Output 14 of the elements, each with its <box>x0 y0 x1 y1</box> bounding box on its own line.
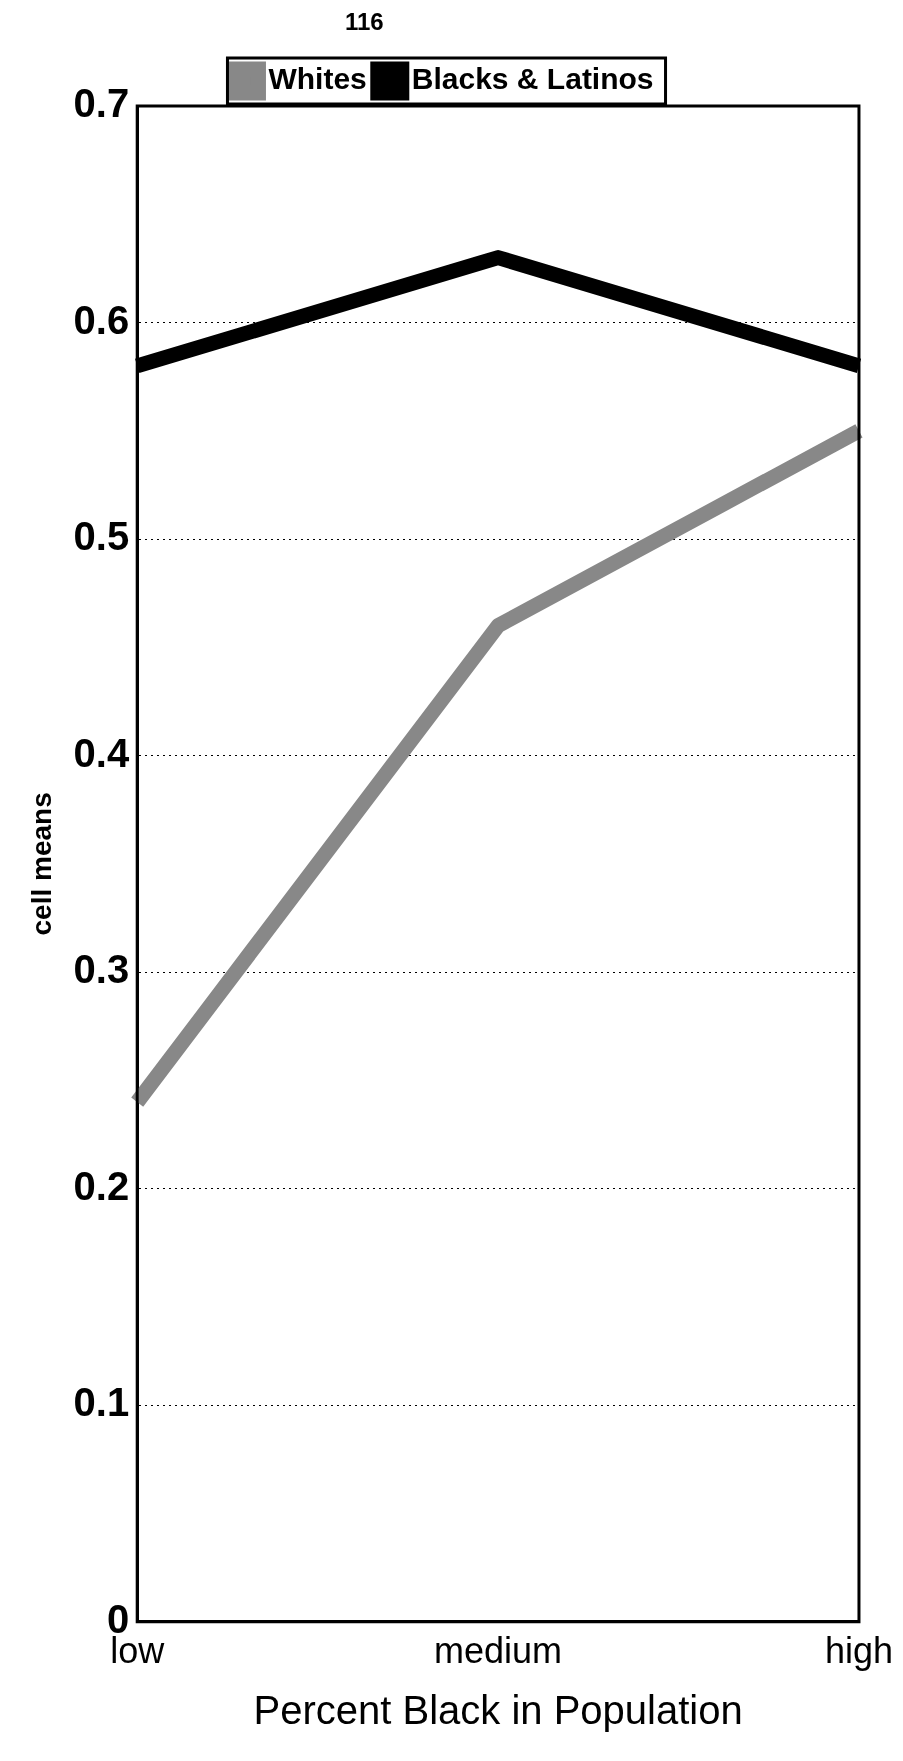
x-axis-title: Percent Black in Population <box>253 1688 743 1733</box>
legend-label: Whites <box>268 62 367 96</box>
y-tick-label: 0.1 <box>73 1380 130 1425</box>
y-tick-label: 0.2 <box>73 1163 130 1208</box>
text: 116 <box>345 8 384 36</box>
legend-label: Blacks & Latinos <box>411 62 654 96</box>
y-tick-label: 0.4 <box>73 730 130 775</box>
y-tick-label: 0.5 <box>73 514 130 559</box>
x-tick-label: high <box>824 1630 893 1672</box>
y-tick-label: 0.7 <box>73 81 130 126</box>
x-tick-label: medium <box>434 1630 563 1672</box>
y-tick-label: 0.6 <box>73 297 130 342</box>
y-tick-label: 0.3 <box>73 947 130 992</box>
y-axis-title: cell means <box>25 792 57 936</box>
